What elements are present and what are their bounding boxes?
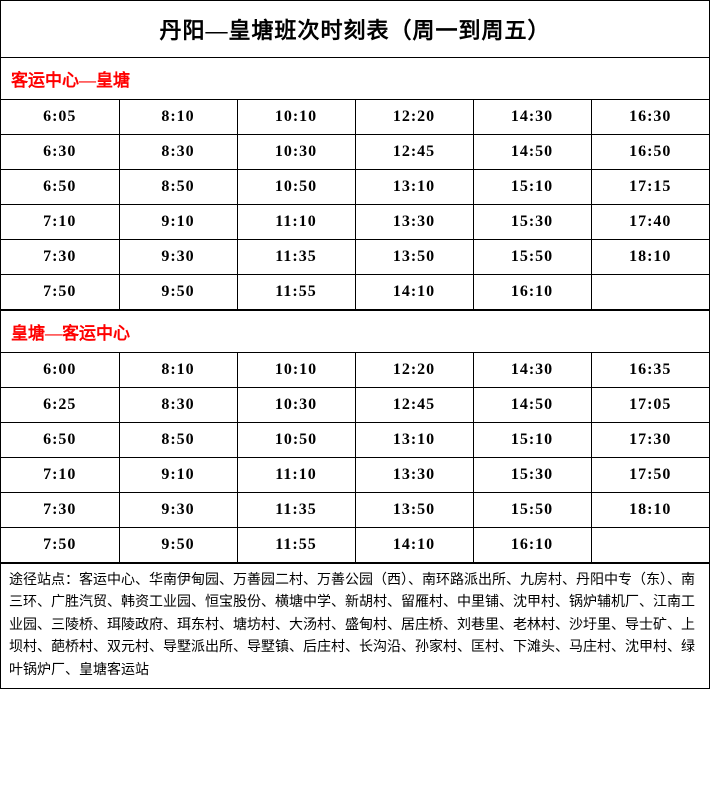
table-cell: 9:10 xyxy=(119,205,237,240)
table-row: 6:308:3010:3012:4514:5016:50 xyxy=(1,135,709,170)
table-cell: 9:30 xyxy=(119,493,237,528)
table-cell: 7:30 xyxy=(1,240,119,275)
table-row: 6:508:5010:5013:1015:1017:15 xyxy=(1,170,709,205)
table-cell: 15:30 xyxy=(473,458,591,493)
table-cell: 7:10 xyxy=(1,205,119,240)
table-cell: 7:50 xyxy=(1,528,119,563)
table-cell: 14:50 xyxy=(473,135,591,170)
table-cell: 18:10 xyxy=(591,493,709,528)
table-row: 7:309:3011:3513:5015:5018:10 xyxy=(1,493,709,528)
table-cell: 12:20 xyxy=(355,353,473,388)
table-cell: 17:05 xyxy=(591,388,709,423)
table-cell: 11:10 xyxy=(237,205,355,240)
table-cell: 17:15 xyxy=(591,170,709,205)
table-cell: 12:20 xyxy=(355,100,473,135)
table-cell: 16:10 xyxy=(473,528,591,563)
table-cell xyxy=(591,528,709,563)
table-row: 7:309:3011:3513:5015:5018:10 xyxy=(1,240,709,275)
table-cell: 6:50 xyxy=(1,423,119,458)
table-cell: 10:10 xyxy=(237,353,355,388)
table-cell: 15:10 xyxy=(473,170,591,205)
table-cell: 8:10 xyxy=(119,100,237,135)
stations-text: 途径站点：客运中心、华南伊甸园、万善园二村、万善公园（西）、南环路派出所、九房村… xyxy=(1,563,709,688)
table-cell: 13:50 xyxy=(355,240,473,275)
table-cell: 13:30 xyxy=(355,458,473,493)
table-cell: 14:50 xyxy=(473,388,591,423)
table-cell: 11:35 xyxy=(237,240,355,275)
table-cell: 10:30 xyxy=(237,135,355,170)
table-cell: 7:30 xyxy=(1,493,119,528)
table-row: 6:258:3010:3012:4514:5017:05 xyxy=(1,388,709,423)
table-cell: 6:30 xyxy=(1,135,119,170)
table-cell xyxy=(591,275,709,310)
table-cell: 9:50 xyxy=(119,275,237,310)
table-row: 7:509:5011:5514:1016:10 xyxy=(1,275,709,310)
table-cell: 6:05 xyxy=(1,100,119,135)
table-cell: 9:30 xyxy=(119,240,237,275)
table-row: 7:509:5011:5514:1016:10 xyxy=(1,528,709,563)
table-row: 6:058:1010:1012:2014:3016:30 xyxy=(1,100,709,135)
table-cell: 14:10 xyxy=(355,528,473,563)
table-cell: 13:50 xyxy=(355,493,473,528)
table-cell: 10:50 xyxy=(237,170,355,205)
table-cell: 15:50 xyxy=(473,493,591,528)
table-cell: 8:30 xyxy=(119,135,237,170)
table-cell: 6:25 xyxy=(1,388,119,423)
table-cell: 13:10 xyxy=(355,423,473,458)
table-cell: 9:10 xyxy=(119,458,237,493)
table-cell: 6:50 xyxy=(1,170,119,205)
table-cell: 11:35 xyxy=(237,493,355,528)
table-cell: 13:10 xyxy=(355,170,473,205)
table-cell: 10:50 xyxy=(237,423,355,458)
table-cell: 11:55 xyxy=(237,528,355,563)
table-cell: 14:10 xyxy=(355,275,473,310)
table-cell: 15:30 xyxy=(473,205,591,240)
timetable-container: 丹阳—皇塘班次时刻表（周一到周五） 客运中心—皇塘 6:058:1010:101… xyxy=(0,0,710,689)
table-cell: 10:10 xyxy=(237,100,355,135)
table-cell: 14:30 xyxy=(473,100,591,135)
table-cell: 7:50 xyxy=(1,275,119,310)
table-cell: 8:50 xyxy=(119,170,237,205)
table-cell: 17:50 xyxy=(591,458,709,493)
table-row: 6:008:1010:1012:2014:3016:35 xyxy=(1,353,709,388)
table-cell: 8:10 xyxy=(119,353,237,388)
table-cell: 15:50 xyxy=(473,240,591,275)
schedule-table-1: 6:058:1010:1012:2014:3016:306:308:3010:3… xyxy=(1,100,709,310)
table-cell: 17:40 xyxy=(591,205,709,240)
table-cell: 9:50 xyxy=(119,528,237,563)
table-row: 7:109:1011:1013:3015:3017:50 xyxy=(1,458,709,493)
table-cell: 7:10 xyxy=(1,458,119,493)
section-header-2: 皇塘—客运中心 xyxy=(1,310,709,353)
table-cell: 10:30 xyxy=(237,388,355,423)
table-cell: 13:30 xyxy=(355,205,473,240)
page-title: 丹阳—皇塘班次时刻表（周一到周五） xyxy=(1,1,709,57)
table-cell: 6:00 xyxy=(1,353,119,388)
table-cell: 8:30 xyxy=(119,388,237,423)
table-cell: 16:30 xyxy=(591,100,709,135)
table-cell: 18:10 xyxy=(591,240,709,275)
table-cell: 16:50 xyxy=(591,135,709,170)
table-cell: 12:45 xyxy=(355,388,473,423)
table-cell: 12:45 xyxy=(355,135,473,170)
schedule-table-2: 6:008:1010:1012:2014:3016:356:258:3010:3… xyxy=(1,353,709,563)
table-cell: 16:35 xyxy=(591,353,709,388)
table-row: 6:508:5010:5013:1015:1017:30 xyxy=(1,423,709,458)
table-cell: 16:10 xyxy=(473,275,591,310)
table-cell: 17:30 xyxy=(591,423,709,458)
table-cell: 14:30 xyxy=(473,353,591,388)
table-row: 7:109:1011:1013:3015:3017:40 xyxy=(1,205,709,240)
table-cell: 8:50 xyxy=(119,423,237,458)
table-cell: 15:10 xyxy=(473,423,591,458)
table-cell: 11:10 xyxy=(237,458,355,493)
table-cell: 11:55 xyxy=(237,275,355,310)
section-header-1: 客运中心—皇塘 xyxy=(1,57,709,100)
